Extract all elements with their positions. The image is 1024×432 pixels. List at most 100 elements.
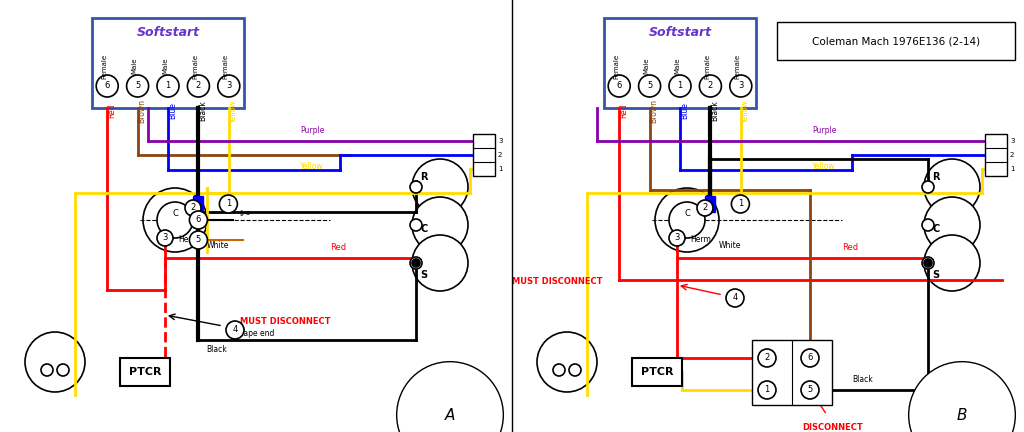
Circle shape xyxy=(41,364,53,376)
Text: 3: 3 xyxy=(738,82,743,90)
Circle shape xyxy=(922,219,934,231)
Text: ✂: ✂ xyxy=(240,207,250,220)
Text: 2: 2 xyxy=(498,152,503,158)
Circle shape xyxy=(57,364,69,376)
Circle shape xyxy=(410,219,422,231)
Text: Black: Black xyxy=(207,346,227,355)
Text: Female: Female xyxy=(223,54,228,79)
Text: Coleman Mach 1976E136 (2-14): Coleman Mach 1976E136 (2-14) xyxy=(812,36,980,46)
Text: 4: 4 xyxy=(232,325,238,334)
Circle shape xyxy=(185,200,201,216)
Text: 2: 2 xyxy=(702,203,708,213)
FancyBboxPatch shape xyxy=(632,358,682,386)
Text: Yellow: Yellow xyxy=(228,99,238,123)
Text: 3: 3 xyxy=(226,82,231,90)
Circle shape xyxy=(96,75,118,97)
Text: 2: 2 xyxy=(708,82,713,90)
Text: 1: 1 xyxy=(225,200,231,209)
Circle shape xyxy=(187,75,209,97)
Text: MUST DISCONNECT: MUST DISCONNECT xyxy=(240,318,331,327)
Text: S: S xyxy=(421,270,428,280)
Text: Yellow: Yellow xyxy=(300,162,324,171)
Text: Female: Female xyxy=(101,54,108,79)
Text: 5: 5 xyxy=(196,235,201,245)
Text: Softstart: Softstart xyxy=(648,25,712,38)
Circle shape xyxy=(924,159,980,215)
Text: Female: Female xyxy=(735,54,740,79)
Circle shape xyxy=(669,202,705,238)
Circle shape xyxy=(553,364,565,376)
FancyBboxPatch shape xyxy=(194,196,204,212)
Circle shape xyxy=(189,231,208,249)
Text: PTCR: PTCR xyxy=(129,367,161,377)
Text: 6: 6 xyxy=(104,82,110,90)
Text: C: C xyxy=(933,224,940,234)
Text: Female: Female xyxy=(705,54,711,79)
Text: 3: 3 xyxy=(163,234,168,242)
FancyBboxPatch shape xyxy=(473,134,495,176)
Text: Brown: Brown xyxy=(649,99,658,123)
FancyBboxPatch shape xyxy=(92,18,244,108)
Text: 1: 1 xyxy=(498,166,503,172)
Text: Herm: Herm xyxy=(178,235,199,245)
Circle shape xyxy=(730,75,752,97)
Circle shape xyxy=(731,195,750,213)
Text: Softstart: Softstart xyxy=(136,25,200,38)
Circle shape xyxy=(669,75,691,97)
Text: 2: 2 xyxy=(190,203,196,213)
FancyBboxPatch shape xyxy=(985,134,1007,176)
Text: Red: Red xyxy=(330,243,346,252)
Text: Tape end: Tape end xyxy=(240,330,274,339)
Circle shape xyxy=(157,75,179,97)
Text: 4: 4 xyxy=(732,293,737,302)
Circle shape xyxy=(669,230,685,246)
Text: 1: 1 xyxy=(764,385,770,394)
Text: Male: Male xyxy=(644,58,649,74)
Text: Yellow: Yellow xyxy=(740,99,750,123)
Text: 2: 2 xyxy=(764,353,770,362)
Circle shape xyxy=(569,364,581,376)
Circle shape xyxy=(412,197,468,253)
Text: DISCONNECT: DISCONNECT xyxy=(802,423,863,432)
Circle shape xyxy=(410,257,422,269)
Text: Blue: Blue xyxy=(680,102,689,119)
Circle shape xyxy=(801,381,819,399)
Text: C: C xyxy=(684,210,690,219)
Circle shape xyxy=(924,235,980,291)
Text: White: White xyxy=(719,241,740,250)
Text: 6: 6 xyxy=(196,216,201,225)
Text: Red: Red xyxy=(620,104,628,118)
Text: 1: 1 xyxy=(165,82,171,90)
Circle shape xyxy=(219,195,238,213)
Circle shape xyxy=(924,197,980,253)
Text: Yellow: Yellow xyxy=(812,162,836,171)
Text: 6: 6 xyxy=(807,353,813,362)
Circle shape xyxy=(697,200,713,216)
Circle shape xyxy=(758,381,776,399)
Text: R: R xyxy=(420,172,428,182)
Circle shape xyxy=(537,332,597,392)
Text: 3: 3 xyxy=(675,234,680,242)
Text: Black: Black xyxy=(852,375,872,384)
Text: 1: 1 xyxy=(737,200,743,209)
FancyBboxPatch shape xyxy=(706,196,716,212)
Text: C: C xyxy=(172,210,178,219)
Circle shape xyxy=(608,75,630,97)
Text: Purple: Purple xyxy=(300,126,325,135)
Text: C: C xyxy=(421,224,428,234)
Text: Black: Black xyxy=(199,101,208,121)
Text: MUST DISCONNECT: MUST DISCONNECT xyxy=(512,277,602,286)
Circle shape xyxy=(189,211,208,229)
Text: S: S xyxy=(933,270,940,280)
Circle shape xyxy=(157,202,193,238)
Text: Purple: Purple xyxy=(812,126,837,135)
Circle shape xyxy=(218,75,240,97)
Text: Male: Male xyxy=(132,58,137,74)
Text: White: White xyxy=(207,241,228,250)
Circle shape xyxy=(639,75,660,97)
Circle shape xyxy=(157,230,173,246)
Text: Blue: Blue xyxy=(168,102,177,119)
Circle shape xyxy=(801,349,819,367)
Text: 5: 5 xyxy=(647,82,652,90)
FancyBboxPatch shape xyxy=(777,22,1015,60)
